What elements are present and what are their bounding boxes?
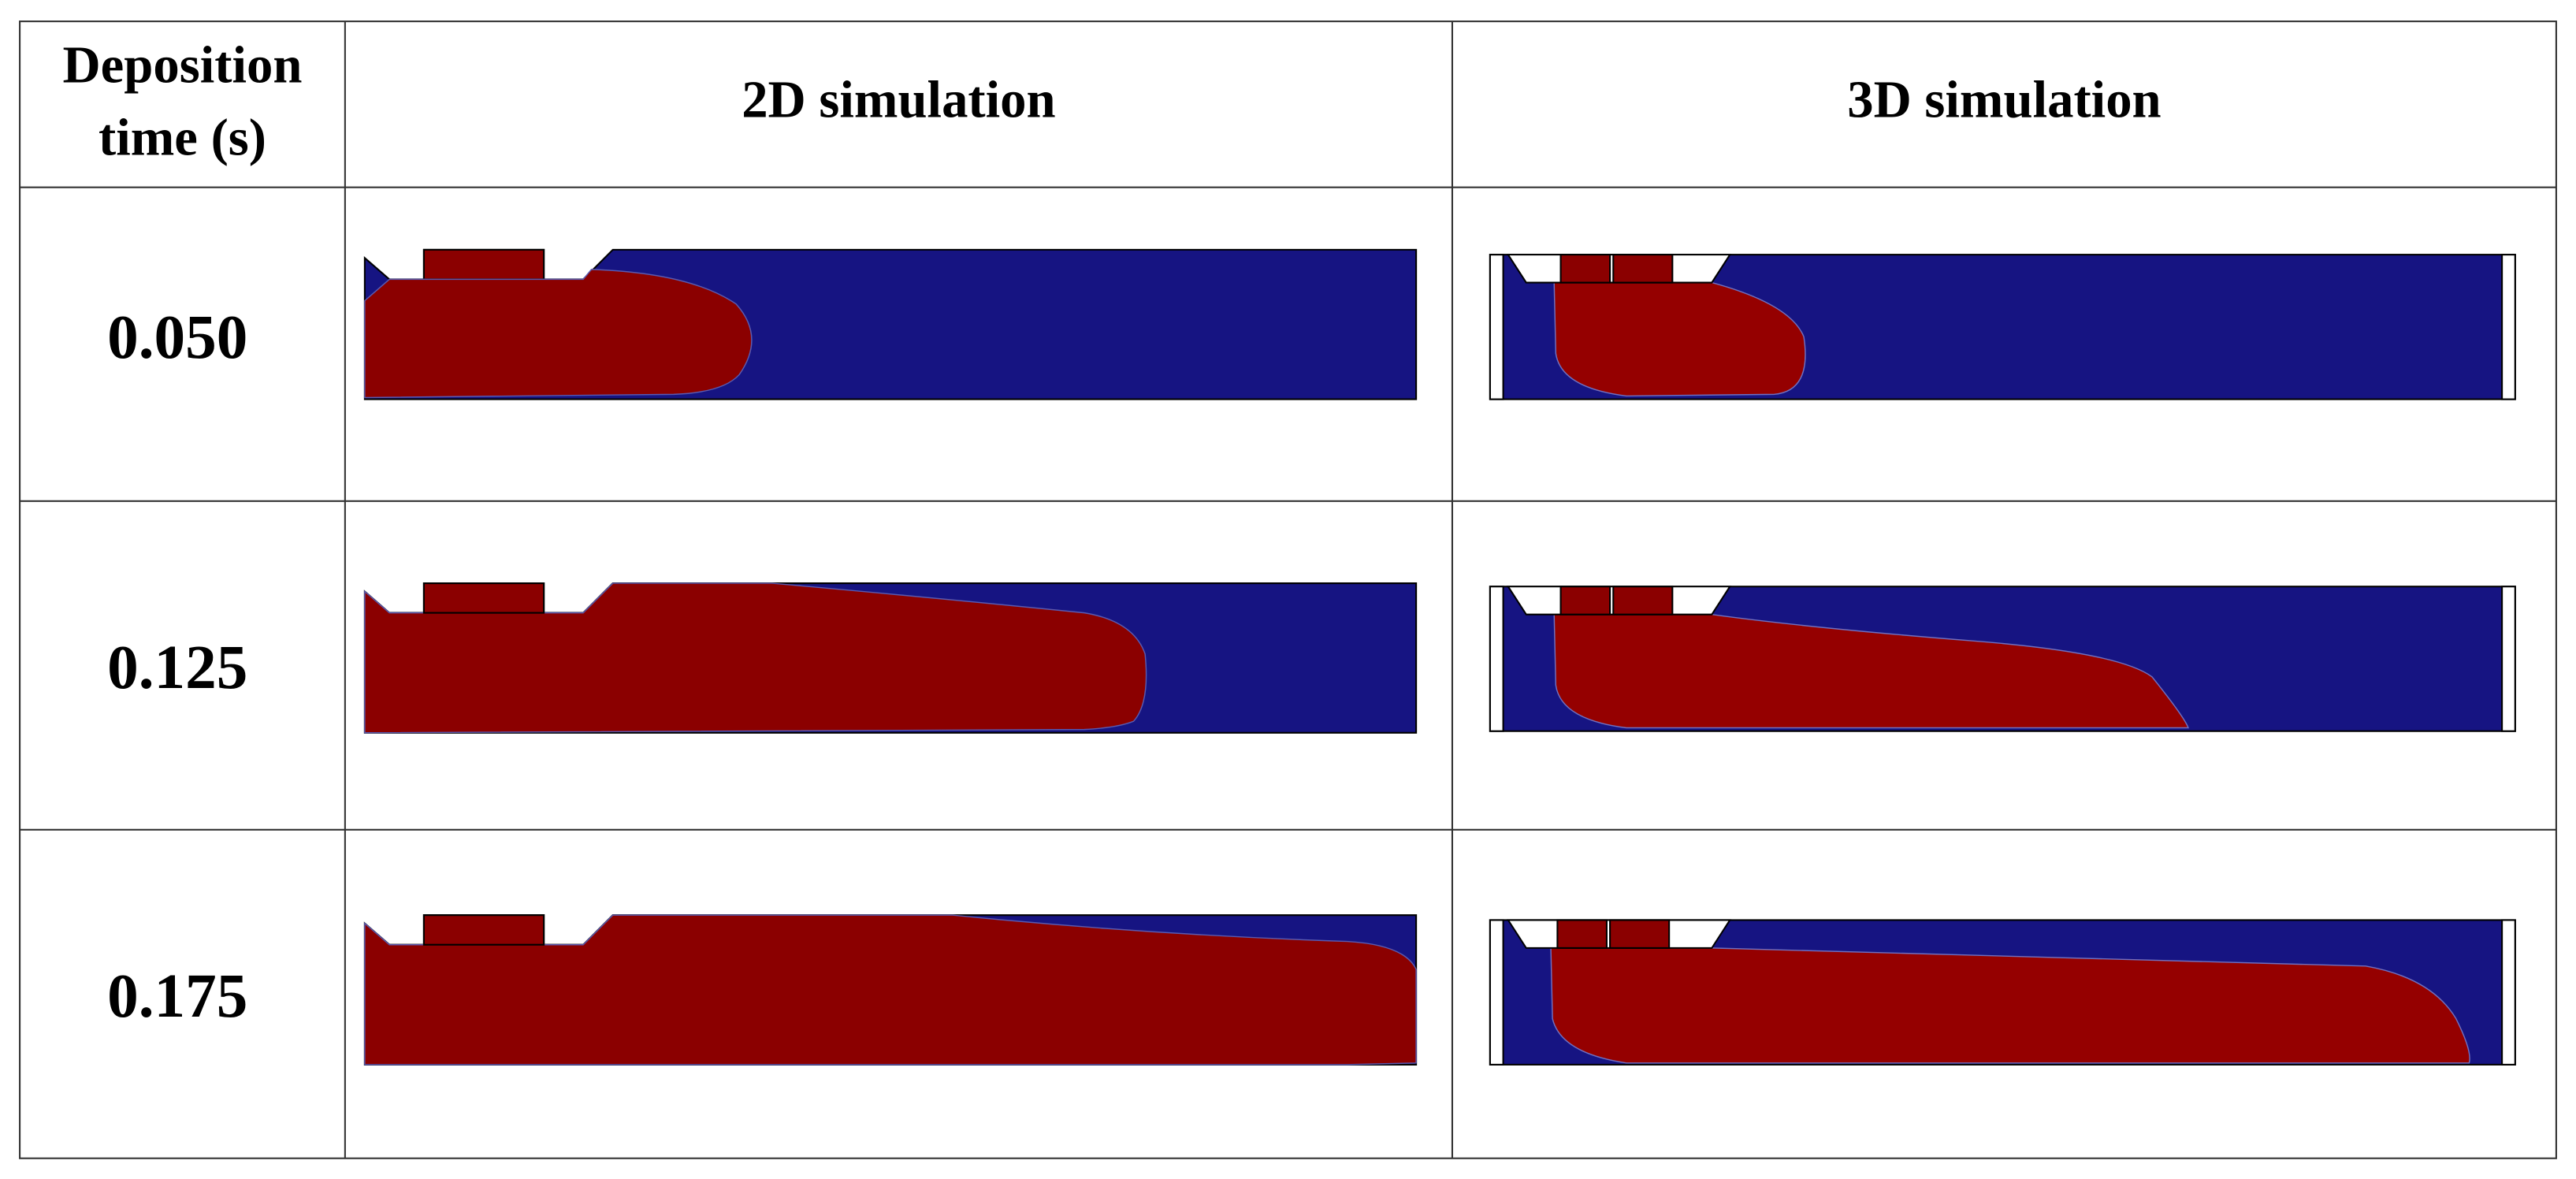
header-cell: Deposition time (s) (63, 37, 303, 167)
header-cell: 2D simulation (742, 72, 1055, 129)
deposit (1550, 947, 2470, 1064)
wall (1489, 586, 1504, 732)
sim-2d (363, 582, 1418, 734)
sim-3d (1489, 919, 2516, 1066)
nozzle (1609, 919, 1671, 949)
wall (1489, 919, 1504, 1066)
sim-3d (1489, 254, 2516, 400)
sim-3d (1489, 586, 2516, 732)
wall (1489, 254, 1504, 400)
deposit (1553, 281, 1806, 397)
nozzle (422, 582, 545, 614)
header-line: Deposition (63, 37, 303, 95)
nozzle (1559, 586, 1611, 616)
time-cell: 0.125 (107, 633, 247, 702)
table-border (19, 20, 2557, 1159)
nozzle (1559, 254, 1611, 284)
header-cell: 3D simulation (1847, 72, 2161, 129)
sim-2d (363, 248, 1418, 400)
header-line: time (s) (99, 110, 266, 167)
deposit (1553, 613, 2189, 729)
nozzle (1612, 254, 1674, 284)
sim-2d (363, 914, 1418, 1066)
time-cell: 0.175 (107, 961, 247, 1031)
nozzle (1612, 586, 1674, 616)
deposit (364, 582, 1147, 734)
time-cell: 0.050 (107, 303, 247, 372)
nozzle (422, 248, 545, 281)
deposit (364, 914, 1417, 1066)
wall (2501, 919, 2516, 1066)
wall (2501, 254, 2516, 400)
nozzle (422, 914, 545, 946)
wall (2501, 586, 2516, 732)
deposit (364, 269, 753, 399)
nozzle (1556, 919, 1608, 949)
